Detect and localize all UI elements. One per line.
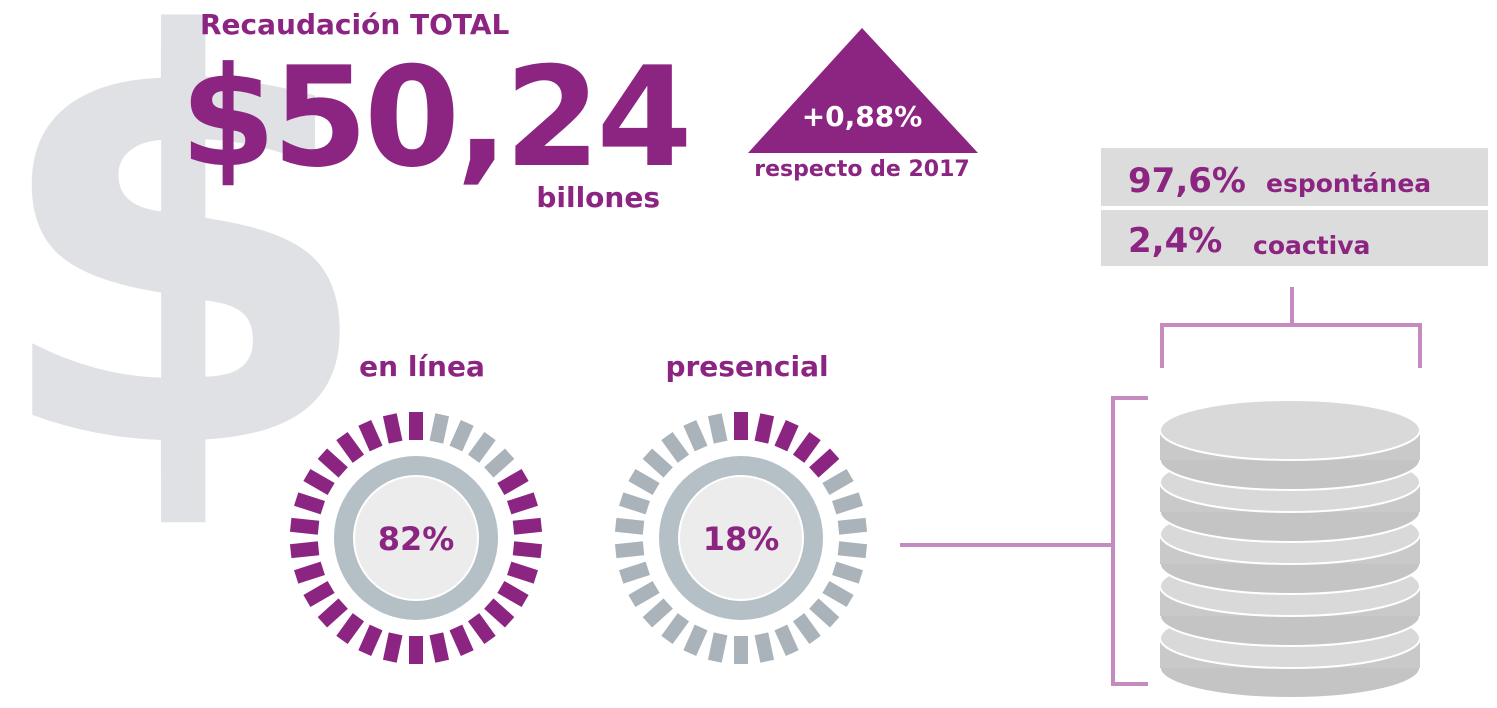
change-triangle <box>748 28 978 153</box>
breakdown-label: espontánea <box>1266 169 1431 198</box>
gauge-segment <box>619 562 650 584</box>
gauge-segment <box>643 448 673 477</box>
gauge-segment <box>734 636 748 664</box>
amount-unit: billones <box>536 181 660 214</box>
gauge-segment <box>809 598 839 627</box>
gauge-segment <box>409 412 423 440</box>
gauge-segment <box>383 413 403 443</box>
gauge-segment <box>809 448 839 477</box>
gauge-segment <box>832 492 863 514</box>
gauge-segment <box>615 541 644 558</box>
amount: $50,24 <box>180 37 689 198</box>
gauge-segment <box>734 412 748 440</box>
gauge-title: presencial <box>665 350 828 383</box>
gauge-segment <box>290 518 319 535</box>
gauge-segment <box>430 413 450 443</box>
gauge-segment <box>628 469 659 495</box>
gauge-segment <box>793 432 821 463</box>
breakdown-percent: 2,4% <box>1128 221 1222 261</box>
gauge-segment <box>661 613 689 644</box>
coin-stack <box>1160 400 1420 698</box>
gauge-segment <box>303 581 334 607</box>
side-bracket <box>1113 398 1148 684</box>
gauge-segment <box>318 598 348 627</box>
gauge-segment <box>468 432 496 463</box>
gauge-segment <box>497 469 528 495</box>
gauge-segment <box>774 420 798 451</box>
breakdown-percent: 97,6% <box>1128 161 1246 201</box>
gauge-segment <box>838 518 867 535</box>
breakdown-label: coactiva <box>1253 231 1370 260</box>
gauge-segment <box>619 492 650 514</box>
gauge-segment <box>683 420 707 451</box>
gauge-segment <box>409 636 423 664</box>
gauge-segment <box>838 541 867 558</box>
gauge-segment <box>449 420 473 451</box>
gauge-segment <box>430 632 450 662</box>
gauge-segment <box>497 581 528 607</box>
gauge-segment <box>449 625 473 656</box>
gauge-segment <box>507 492 538 514</box>
gauge-segment <box>336 613 364 644</box>
gauge-segment <box>755 413 775 443</box>
gauge-segment <box>708 632 728 662</box>
gauge-segment <box>774 625 798 656</box>
gauge-label: 18% <box>703 520 780 558</box>
gauge-label: 82% <box>378 520 455 558</box>
change-value: +0,88% <box>802 100 923 133</box>
gauge-segment <box>358 625 382 656</box>
gauge-segment <box>628 581 659 607</box>
gauge-segment <box>661 432 689 463</box>
gauge-segment <box>383 632 403 662</box>
infographic: $ Recaudación TOTAL $50,24 billones +0,8… <box>0 0 1497 704</box>
gauge-segment <box>793 613 821 644</box>
change-note: respecto de 2017 <box>754 157 969 182</box>
gauge-segment <box>615 518 644 535</box>
top-bracket <box>1162 287 1420 368</box>
gauge-segment <box>468 613 496 644</box>
gauge-segment <box>290 541 319 558</box>
gauge-segment <box>708 413 728 443</box>
gauge-segment <box>832 562 863 584</box>
gauge-segment <box>822 469 853 495</box>
gauge-segment <box>484 448 514 477</box>
gauge-segment <box>507 562 538 584</box>
gauge-segment <box>755 632 775 662</box>
coin-top <box>1160 400 1420 460</box>
gauge-segment <box>513 518 542 535</box>
gauge-segment <box>484 598 514 627</box>
gauge-segment <box>822 581 853 607</box>
gauge-segment <box>643 598 673 627</box>
gauge-segment <box>513 541 542 558</box>
gauge-title: en línea <box>359 350 485 383</box>
gauge-segment <box>683 625 707 656</box>
